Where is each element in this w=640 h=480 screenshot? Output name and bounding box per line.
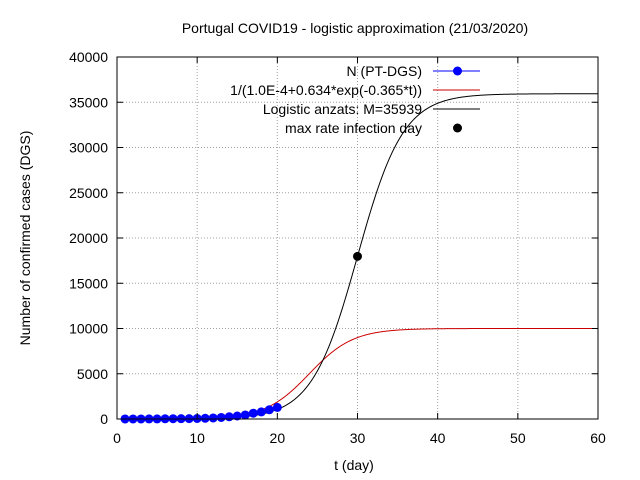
legend-swatch-point: [453, 123, 462, 133]
x-axis-label: t (day): [334, 457, 374, 473]
y-axis-ticks: 0 5000 10000 15000 20000 25000 30000 35000 40000: [69, 49, 598, 427]
y-tick-label: 20000: [69, 230, 108, 246]
legend-label: Logistic anzats: M=35939: [263, 101, 422, 117]
data-point: [264, 405, 274, 415]
data-point: [216, 412, 226, 422]
y-tick-label: 35000: [69, 94, 108, 110]
x-tick-label: 60: [590, 430, 606, 446]
y-tick-label: 5000: [77, 366, 108, 382]
data-point: [200, 413, 210, 423]
y-tick-label: 25000: [69, 185, 108, 201]
data-point: [232, 411, 242, 421]
y-tick-label: 0: [100, 411, 108, 427]
y-tick-label: 15000: [69, 275, 108, 291]
legend-label: max rate infection day: [285, 120, 422, 136]
data-point: [248, 408, 258, 418]
plot-points: [120, 251, 362, 424]
y-tick-label: 40000: [69, 49, 108, 65]
data-point: [208, 413, 218, 423]
y-axis-label: Number of confirmed cases (DGS): [17, 131, 33, 346]
legend-label: 1/(1.0E-4+0.634*exp(-0.365*t)): [230, 82, 422, 98]
legend-label: N (PT-DGS): [347, 63, 422, 79]
data-point: [224, 412, 234, 422]
x-tick-label: 40: [430, 430, 446, 446]
data-point: [272, 402, 282, 412]
data-point: [240, 410, 250, 420]
x-tick-label: 0: [113, 430, 121, 446]
legend: N (PT-DGS) 1/(1.0E-4+0.634*exp(-0.365*t))…: [230, 63, 480, 136]
x-tick-label: 50: [510, 430, 526, 446]
legend-swatch-point: [453, 66, 462, 76]
gridlines: [117, 57, 598, 419]
x-tick-label: 20: [270, 430, 286, 446]
x-axis-ticks: 0 10 20 30 40 50 60: [113, 57, 606, 446]
y-tick-label: 10000: [69, 321, 108, 337]
data-point: [256, 407, 266, 417]
x-tick-label: 10: [189, 430, 205, 446]
y-tick-label: 30000: [69, 140, 108, 156]
max-rate-point: [353, 251, 362, 261]
chart-title: Portugal COVID19 - logistic approximatio…: [182, 20, 528, 36]
x-tick-label: 30: [350, 430, 366, 446]
